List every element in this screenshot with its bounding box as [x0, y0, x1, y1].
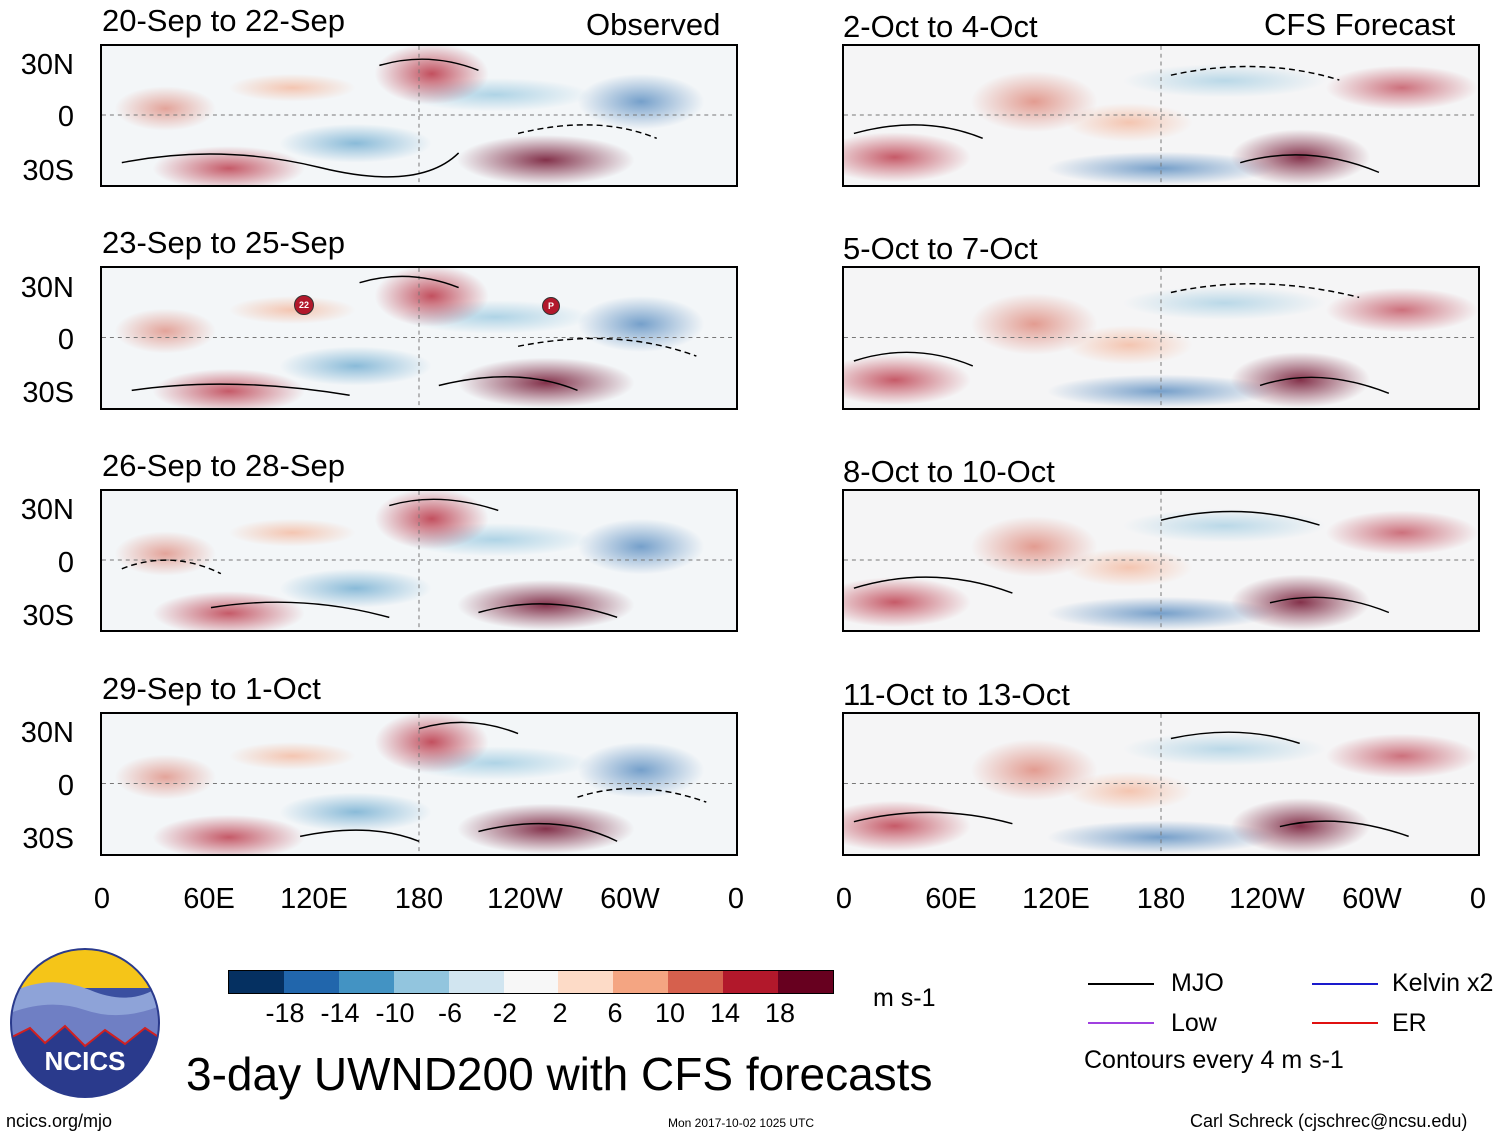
lat-label-0: 0 [57, 101, 74, 133]
legend-line-kelvin [1312, 983, 1378, 985]
lat-label-0: 0 [57, 770, 74, 802]
storm-marker-p: P [542, 297, 560, 315]
forecast-map-4 [842, 712, 1480, 856]
observed-map-2 [100, 266, 738, 410]
colorbar-swatch [503, 971, 559, 993]
colorbar-label: 10 [654, 998, 686, 1028]
lat-label-30n: 30N [20, 717, 74, 749]
lat-label-30n: 30N [20, 272, 74, 304]
lon-label-60w: 60W [600, 883, 660, 915]
colorbar-label: -18 [265, 998, 305, 1028]
colorbar-label: -14 [320, 998, 360, 1028]
colorbar-swatch [229, 971, 284, 993]
lat-label-30s: 30S [22, 823, 74, 855]
forecast-panel-3-title: 8-Oct to 10-Oct [843, 454, 1055, 489]
lat-label-30s: 30S [22, 377, 74, 409]
colorbar-label: -2 [492, 998, 517, 1028]
colorbar-swatch [723, 971, 779, 993]
lat-label-0: 0 [57, 324, 74, 356]
footer-timestamp: Mon 2017-10-02 1025 UTC [668, 1116, 815, 1130]
colorbar-units: m s-1 [873, 984, 936, 1012]
colorbar-swatch [448, 971, 504, 993]
legend-label-er: ER [1392, 1009, 1427, 1037]
observed-map-3 [100, 489, 738, 632]
lon-label-120w: 120W [487, 883, 563, 915]
legend-label-low: Low [1171, 1009, 1217, 1037]
lon-label-0-end: 0 [1469, 883, 1487, 915]
observed-column-label: Observed [586, 7, 721, 42]
lon-label-120e: 120E [280, 883, 348, 915]
forecast-panel-2-title: 5-Oct to 7-Oct [843, 231, 1038, 266]
lat-label-30n: 30N [20, 494, 74, 526]
figure-title: 3-day UWND200 with CFS forecasts [186, 1048, 933, 1100]
observed-map-4 [100, 712, 738, 856]
observed-panel-1-title: 20-Sep to 22-Sep [102, 3, 346, 38]
lat-label-0: 0 [57, 547, 74, 579]
forecast-map-1 [842, 44, 1480, 187]
forecast-map-3 [842, 489, 1480, 632]
observed-map-1 [100, 44, 738, 187]
colorbar-swatch [393, 971, 449, 993]
observed-panel-4-title: 29-Sep to 1-Oct [102, 671, 321, 706]
storm-marker-22: 22 [294, 295, 314, 315]
colorbar-label: 18 [764, 998, 796, 1028]
legend-line-er [1312, 1022, 1378, 1024]
lat-label-30s: 30S [22, 600, 74, 632]
lon-label-60e: 60E [925, 883, 977, 915]
lon-label-180: 180 [394, 883, 444, 915]
forecast-panel-1-title: 2-Oct to 4-Oct [843, 9, 1038, 44]
observed-panel-3-title: 26-Sep to 28-Sep [102, 448, 346, 483]
legend-line-mjo [1088, 983, 1154, 985]
footer-author: Carl Schreck (cjschrec@ncsu.edu) [1190, 1111, 1468, 1131]
lon-label-120e: 120E [1022, 883, 1090, 915]
lat-label-30n: 30N [20, 49, 74, 81]
colorbar-label: -10 [375, 998, 415, 1028]
lat-label-30s: 30S [22, 155, 74, 187]
contours-note: Contours every 4 m s-1 [1084, 1046, 1344, 1074]
lon-label-180: 180 [1136, 883, 1186, 915]
forecast-map-2 [842, 266, 1480, 410]
lon-label-120w: 120W [1229, 883, 1305, 915]
colorbar-swatch [778, 971, 833, 993]
lon-label-60e: 60E [183, 883, 235, 915]
colorbar-swatch [338, 971, 394, 993]
ncics-logo: NCICS [10, 948, 160, 1098]
logo-text: NCICS [45, 1046, 126, 1076]
colorbar-swatch [558, 971, 614, 993]
colorbar-label: -6 [437, 998, 462, 1028]
legend-label-kelvin: Kelvin x2 [1392, 969, 1494, 997]
legend-line-low [1088, 1022, 1154, 1024]
colorbar-swatch [668, 971, 724, 993]
colorbar [228, 970, 834, 994]
forecast-column-label: CFS Forecast [1264, 7, 1456, 42]
lon-label-0: 0 [93, 883, 111, 915]
colorbar-swatch [283, 971, 339, 993]
lon-label-0-end: 0 [727, 883, 745, 915]
colorbar-swatch [613, 971, 669, 993]
colorbar-label: 14 [709, 998, 741, 1028]
legend-label-mjo: MJO [1171, 969, 1224, 997]
lon-label-0: 0 [835, 883, 853, 915]
lon-label-60w: 60W [1342, 883, 1402, 915]
forecast-panel-4-title: 11-Oct to 13-Oct [843, 677, 1070, 712]
colorbar-label: 2 [552, 998, 568, 1028]
footer-url: ncics.org/mjo [6, 1111, 113, 1131]
colorbar-label: 6 [607, 998, 623, 1028]
observed-panel-2-title: 23-Sep to 25-Sep [102, 225, 346, 260]
